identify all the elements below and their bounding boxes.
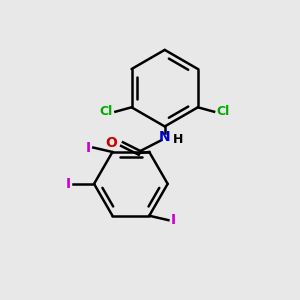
Text: I: I bbox=[66, 177, 71, 191]
Text: I: I bbox=[171, 213, 176, 227]
Text: I: I bbox=[86, 141, 91, 154]
Text: Cl: Cl bbox=[216, 105, 230, 118]
Text: H: H bbox=[173, 133, 183, 146]
Text: N: N bbox=[159, 130, 170, 144]
Text: O: O bbox=[106, 136, 118, 150]
Text: Cl: Cl bbox=[100, 105, 113, 118]
